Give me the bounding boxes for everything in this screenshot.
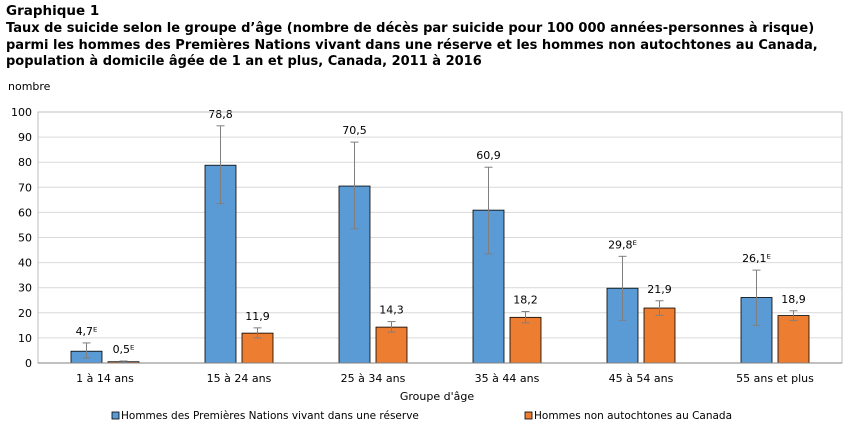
y-tick-label: 60: [18, 206, 32, 219]
legend: Hommes des Premières Nations vivant dans…: [111, 410, 732, 422]
data-label: 21,9: [647, 283, 672, 296]
axes: 0 10 20 30 40 50 60 70 80 90 100 1 à 14 ans 15 à 24 …: [11, 106, 843, 385]
y-tick-label: 10: [18, 332, 32, 345]
chart-number-label: Graphique 1: [6, 3, 100, 19]
y-tick-label: 0: [25, 357, 32, 370]
data-label: 11,9: [245, 310, 270, 323]
data-label: 0,5ᴱ: [113, 343, 135, 356]
data-label: 70,5: [342, 124, 367, 137]
data-label: 26,1ᴱ: [742, 252, 771, 265]
y-axis-title: nombre: [8, 80, 51, 93]
data-labels: 4,7ᴱ 0,5ᴱ 78,8 11,9 70,5 14,3 60,9 18,2 29,8ᴱ 21,…: [76, 108, 806, 356]
data-label: 29,8ᴱ: [608, 238, 637, 251]
x-tick-label: 15 à 24 ans: [207, 372, 272, 385]
y-tick-label: 50: [18, 232, 32, 245]
x-tick-label: 45 à 54 ans: [609, 372, 674, 385]
y-tick-label: 20: [18, 307, 32, 320]
bar: [472, 209, 505, 364]
y-tick-label: 100: [11, 106, 32, 119]
data-label: 18,9: [781, 293, 806, 306]
chart-header: Graphique 1 Taux de suicide selon le gro…: [6, 3, 846, 71]
y-tick-label: 90: [18, 131, 32, 144]
x-tick-label: 55 ans et plus: [736, 372, 814, 385]
y-tick-label: 70: [18, 181, 32, 194]
x-tick-label: 25 à 34 ans: [341, 372, 406, 385]
x-axis-title: Groupe d'âge: [400, 390, 474, 403]
data-label: 78,8: [208, 108, 233, 121]
gridlines: [38, 111, 842, 339]
legend-label: Hommes non autochtones au Canada: [534, 410, 732, 422]
bar: [375, 326, 408, 364]
bar: [777, 315, 810, 364]
x-tick-label: 35 à 44 ans: [475, 372, 540, 385]
data-label: 4,7ᴱ: [76, 325, 98, 338]
chart-title: Taux de suicide selon le groupe d’âge (n…: [6, 21, 818, 69]
error-bars: [82, 125, 798, 363]
legend-label: Hommes des Premières Nations vivant dans…: [121, 410, 419, 422]
bar: [509, 316, 542, 364]
y-tick-label: 80: [18, 156, 32, 169]
legend-swatch: [524, 411, 533, 420]
bar: [643, 307, 676, 364]
y-tick-label: 40: [18, 257, 32, 270]
data-label: 14,3: [379, 304, 404, 317]
y-tick-label: 30: [18, 282, 32, 295]
data-label: 60,9: [476, 149, 501, 162]
legend-swatch: [111, 411, 120, 420]
x-tick-label: 1 à 14 ans: [76, 372, 134, 385]
data-label: 18,2: [513, 294, 538, 307]
bars: [70, 164, 810, 364]
